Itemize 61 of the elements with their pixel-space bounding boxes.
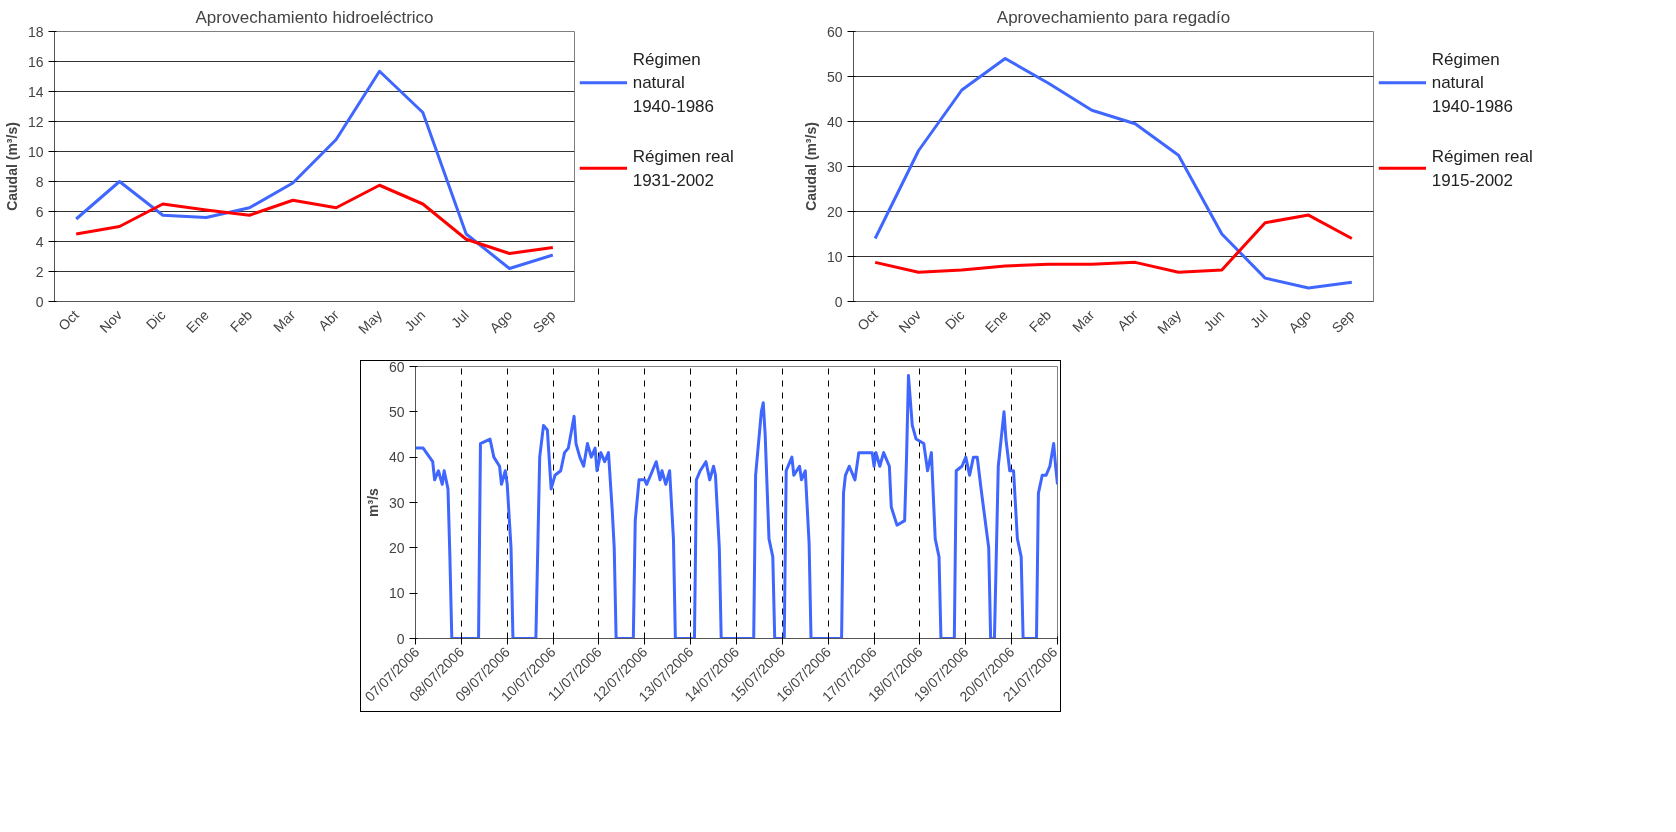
x-tick-label: Jun: [401, 306, 429, 335]
x-tick-label: Feb: [1025, 306, 1055, 336]
y-axis-title: m³/s: [364, 487, 381, 517]
x-tick-label: Dic: [941, 306, 968, 333]
legend-label: Régimen natural 1940-1986: [632, 49, 715, 117]
y-tick-label: 6: [35, 203, 44, 220]
y-tick-label: 40: [826, 113, 843, 130]
x-tick-label: Ene: [981, 306, 1011, 336]
x-tick-label: Ago: [1285, 306, 1315, 336]
y-tick-label: 18: [27, 23, 44, 40]
y-tick-label: 30: [826, 158, 843, 175]
y-tick-label: 30: [388, 494, 405, 511]
x-tick-label: Abr: [315, 306, 343, 334]
y-tick-label: 8: [35, 173, 44, 190]
x-tick-label: Oct: [55, 306, 82, 334]
x-tick-label: Nov: [96, 306, 126, 336]
line-series: [74, 183, 555, 255]
x-tick-label: Jul: [447, 306, 472, 331]
x-tick-label: Ago: [486, 306, 516, 336]
x-tick-label: Feb: [226, 306, 256, 336]
y-axis-title: Caudal (m³/s): [802, 122, 819, 211]
y-tick-label: 40: [388, 449, 405, 466]
y-tick-label: 10: [27, 143, 44, 160]
y-tick-label: 2: [35, 263, 44, 280]
x-tick-label: Sep: [529, 306, 559, 336]
y-tick-label: 0: [35, 293, 44, 310]
legend-label: Régimen natural 1940-1986: [1431, 49, 1514, 117]
x-tick-label: Sep: [1328, 306, 1358, 336]
x-tick-label: Jul: [1246, 306, 1271, 331]
legend-label: Régimen real 1915-2002: [1431, 146, 1533, 190]
y-tick-label: 50: [826, 68, 843, 85]
y-tick-label: 16: [27, 53, 44, 70]
line-series: [873, 57, 1354, 290]
y-tick-label: 14: [27, 83, 44, 100]
x-tick-label: May: [1154, 306, 1185, 337]
y-tick-label: 0: [396, 630, 405, 647]
x-tick-label: Abr: [1114, 306, 1142, 334]
chart-title: Aprovechamiento hidroeléctrico: [195, 7, 434, 27]
y-tick-label: 20: [388, 539, 405, 556]
y-tick-label: 12: [27, 113, 44, 130]
x-tick-label: Nov: [895, 306, 925, 336]
y-tick-label: 20: [826, 203, 843, 220]
legend-label: Régimen real 1931-2002: [632, 146, 734, 190]
x-tick-label: Mar: [1069, 306, 1098, 336]
y-tick-label: 10: [388, 585, 405, 602]
y-tick-label: 60: [826, 23, 843, 40]
x-tick-label: Ene: [182, 306, 212, 336]
chart-title: Aprovechamiento para regadío: [996, 7, 1231, 27]
x-tick-label: Oct: [854, 306, 881, 334]
line-series: [74, 69, 555, 270]
y-tick-label: 0: [834, 293, 843, 310]
y-tick-label: 50: [388, 403, 405, 420]
y-tick-label: 10: [826, 248, 843, 265]
y-tick-label: 4: [35, 233, 44, 250]
x-tick-label: May: [355, 306, 386, 337]
x-tick-label: Dic: [142, 306, 169, 333]
y-axis-title: Caudal (m³/s): [3, 122, 20, 211]
x-tick-label: Mar: [270, 306, 299, 336]
line-series: [873, 213, 1354, 274]
x-tick-label: Jun: [1200, 306, 1228, 335]
y-tick-label: 60: [388, 358, 405, 375]
